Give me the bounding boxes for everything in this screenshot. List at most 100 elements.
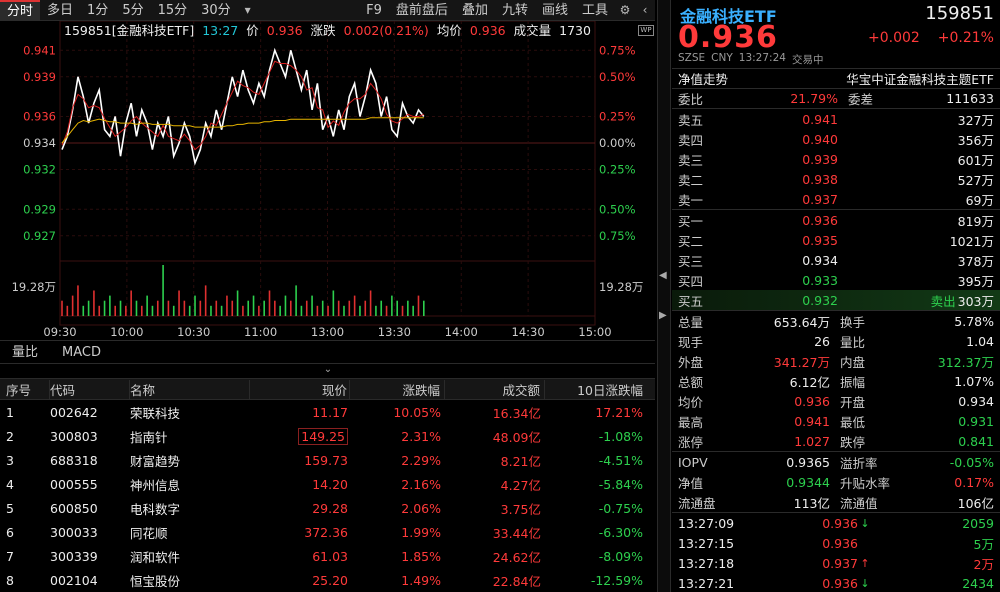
price-ma-line [61, 60, 424, 151]
table-cell-5: 33.44亿 [492, 525, 541, 541]
volume-bar [263, 300, 265, 316]
y-left-tick-4: 0.932 [23, 163, 56, 177]
toolbar-item-5[interactable]: 工具 [581, 2, 608, 18]
ratio-label: 委比 [678, 92, 704, 107]
volume-bar [289, 300, 292, 316]
quote-change: +0.002 [868, 30, 920, 46]
toolbar-item-4[interactable]: 画线 [541, 2, 568, 18]
prev-icon[interactable]: ‹ [642, 3, 648, 17]
x-tick-0: 09:30 [43, 325, 76, 337]
col-header-3[interactable]: 现价 [250, 379, 350, 399]
stat-name-2: 量比 [840, 334, 866, 350]
stat-name-2: 升贴水率 [840, 475, 891, 491]
col-header-4[interactable]: 涨跌幅 [350, 379, 445, 399]
table-cell-3: 29.28 [312, 500, 348, 516]
tab-3[interactable]: 5分 [122, 2, 144, 18]
stat-value-2: 5.78% [954, 313, 994, 329]
meta-time: 13:27:24 [738, 52, 786, 64]
volume-bar [247, 300, 250, 316]
arrow-down-icon: ↓ [860, 576, 870, 590]
tick-vol: 2万 [973, 556, 994, 572]
col-header-1[interactable]: 代码 [50, 379, 130, 399]
bid-row[interactable]: 买四 0.933 395万 [672, 270, 1000, 290]
volume-bar [188, 305, 191, 316]
ask-row[interactable]: 卖五 0.941 327万 [672, 109, 1000, 129]
volume-bar [353, 295, 356, 316]
volume-bar [364, 300, 367, 316]
table-row[interactable]: 7 300339 润和软件 61.03 1.85% 24.62亿 -8.09% [0, 544, 655, 568]
bid-row[interactable]: 买三 0.934 378万 [672, 250, 1000, 270]
table-cell-0: 3 [6, 452, 14, 468]
indicator-tab-0[interactable]: 量比 [12, 344, 39, 360]
y-left-tick-2: 0.936 [23, 110, 56, 124]
col-header-5[interactable]: 成交额 [445, 379, 545, 399]
panel-divider[interactable] [657, 0, 671, 592]
tab-0[interactable]: 分时 [0, 0, 41, 21]
col-header-0[interactable]: 序号 [0, 379, 50, 399]
table-row[interactable]: 6 300033 同花顺 372.36 1.99% 33.44亿 -6.30% [0, 520, 655, 544]
collapse-right-icon[interactable]: ▶ [659, 310, 667, 321]
ask-price: 0.937 [802, 191, 838, 207]
table-row[interactable]: 5 600850 电科数字 29.28 2.06% 3.75亿 -0.75% [0, 496, 655, 520]
table-cell-0: 2 [6, 428, 14, 444]
y-left-tick-0: 0.941 [23, 43, 56, 57]
ask-vol: 327万 [957, 112, 994, 128]
ask-row[interactable]: 卖二 0.938 527万 [672, 169, 1000, 189]
table-row[interactable]: 2 300803 指南针 149.25 2.31% 48.09亿 -1.08% [0, 424, 655, 448]
col-header-2[interactable]: 名称 [130, 379, 250, 399]
chart-price: 0.936 [266, 23, 303, 38]
toolbar-item-3[interactable]: 九转 [501, 2, 528, 18]
stat-name: 均价 [678, 394, 704, 410]
table-cell-1: 000555 [50, 476, 98, 492]
stat-name-2: 最低 [840, 414, 866, 430]
collapse-left-icon[interactable]: ◀ [659, 270, 667, 281]
volume-bar [268, 290, 271, 316]
toolbar-item-2[interactable]: 叠加 [461, 2, 488, 18]
table-cell-5: 48.09亿 [492, 429, 541, 445]
chevron-down-icon[interactable]: ▾ [244, 3, 251, 17]
ask-name: 卖二 [678, 172, 704, 188]
table-cell-1: 688318 [50, 452, 98, 468]
tick-price: 0.936 [822, 515, 858, 531]
toolbar-item-1[interactable]: 盘前盘后 [395, 2, 448, 18]
volume-bar [82, 305, 85, 316]
table-row[interactable]: 8 002104 恒宝股份 25.20 1.49% 22.84亿 -12.59% [0, 568, 655, 592]
table-row[interactable]: 3 688318 财富趋势 159.73 2.29% 8.21亿 -4.51% [0, 448, 655, 472]
diff-value: 111633 [946, 91, 994, 106]
volume-bar [385, 305, 388, 316]
table-cell-0: 1 [6, 404, 14, 420]
gear-icon[interactable]: ⚙ [619, 3, 631, 17]
volume-bar [407, 300, 409, 316]
tab-5[interactable]: 30分 [201, 2, 231, 18]
table-cell-5: 3.75亿 [500, 501, 541, 517]
volume-bar [295, 285, 297, 316]
indicator-tab-1[interactable]: MACD [62, 344, 101, 360]
x-tick-1: 10:00 [110, 325, 143, 337]
bid-row[interactable]: 买一 0.936 819万 [672, 210, 1000, 230]
toolbar-item-0[interactable]: F9 [366, 2, 382, 18]
ask-row[interactable]: 卖四 0.940 356万 [672, 129, 1000, 149]
tab-1[interactable]: 多日 [47, 2, 74, 18]
stat-name: 最高 [678, 414, 704, 430]
bid-row[interactable]: 买二 0.935 1021万 [672, 230, 1000, 250]
bid-row[interactable]: 买五 0.932 卖出 303万 [672, 290, 1000, 310]
table-row[interactable]: 4 000555 神州信息 14.20 2.16% 4.27亿 -5.84% [0, 472, 655, 496]
ask-row[interactable]: 卖一 0.937 69万 [672, 189, 1000, 209]
stat-value-2: 0.841 [958, 433, 994, 449]
stat-name: 涨停 [678, 434, 704, 450]
tab-4[interactable]: 15分 [157, 2, 188, 18]
tab-2[interactable]: 1分 [87, 2, 109, 18]
wp-badge[interactable]: WP [638, 25, 654, 36]
ask-row[interactable]: 卖三 0.939 601万 [672, 149, 1000, 169]
intraday-chart[interactable]: 0.941 0.75% 0.939 0.50% 0.936 0.25% 0.934 0.00%… [0, 21, 655, 337]
table-row[interactable]: 1 002642 荣联科技 11.17 10.05% 16.34亿 17.21% [0, 400, 655, 424]
table-cell-4: 2.06% [401, 500, 441, 516]
stat-name: 总量 [678, 314, 704, 330]
expand-down-icon[interactable]: ⌄ [323, 364, 333, 375]
nav-link[interactable]: 净值走势 [678, 72, 729, 87]
bid-vol: 1021万 [949, 233, 994, 249]
volume-bar [369, 290, 372, 316]
quote-change-pct: +0.21% [937, 30, 994, 46]
col-header-6[interactable]: 10日涨跌幅 [577, 382, 643, 398]
stat-name: 净值 [678, 475, 704, 491]
